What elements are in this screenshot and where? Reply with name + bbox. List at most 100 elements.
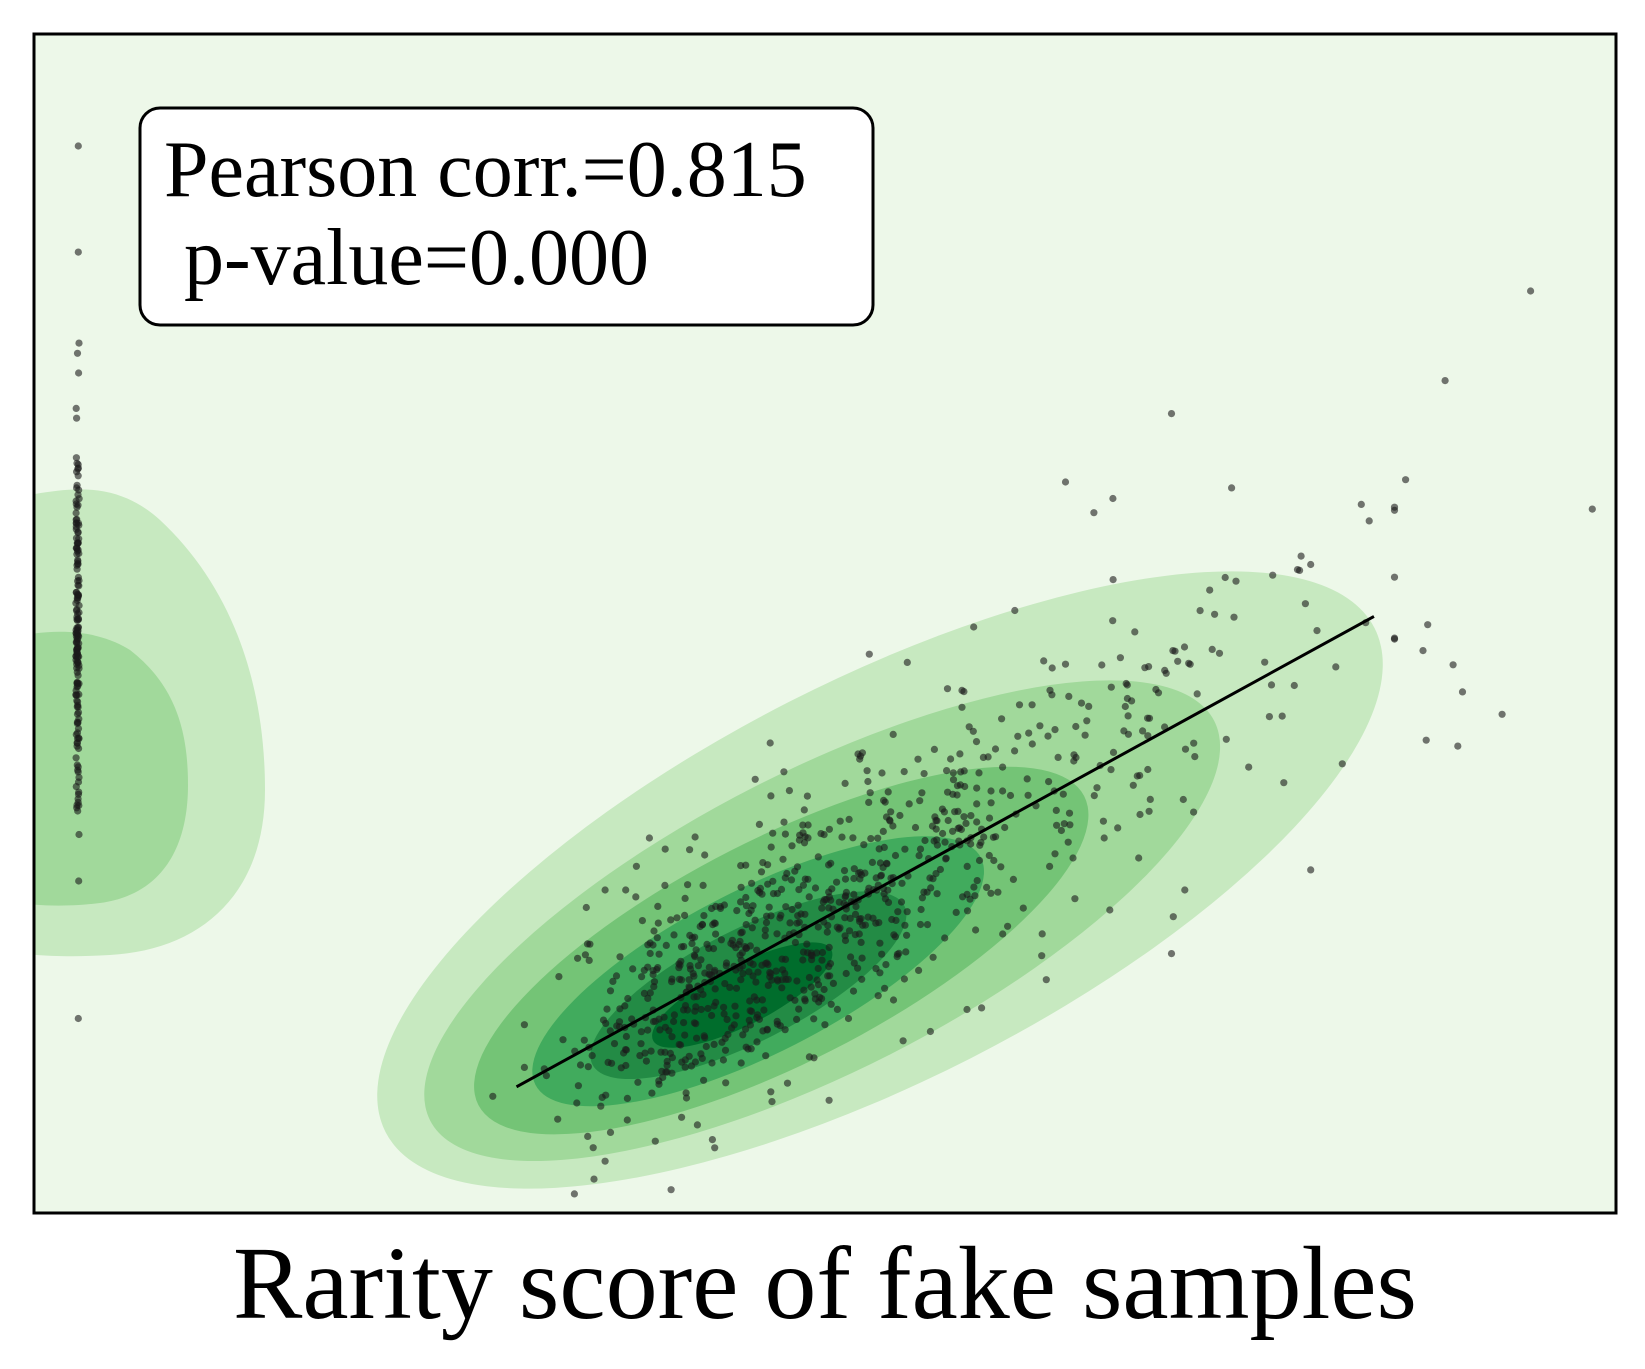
axes-frame	[32, 32, 1618, 1215]
scatter-point	[668, 975, 676, 983]
scatter-point	[762, 919, 771, 927]
scatter-point	[880, 843, 888, 852]
scatter-point	[923, 921, 932, 929]
scatter-point	[811, 995, 820, 1003]
scatter-point	[929, 953, 937, 961]
scatter-point	[835, 925, 843, 933]
scatter-point	[804, 821, 812, 829]
scatter-point	[962, 819, 970, 828]
scatter-point	[700, 912, 708, 920]
scatter-point	[73, 349, 82, 357]
scatter-point	[622, 1032, 631, 1041]
scatter-point	[826, 972, 834, 980]
scatter-point	[877, 871, 886, 879]
scatter-point	[736, 937, 744, 946]
scatter-point	[1090, 509, 1098, 517]
scatter-point	[1161, 666, 1169, 675]
scatter-point	[799, 948, 808, 956]
scatter-point	[601, 1157, 609, 1165]
scatter-point	[721, 1046, 730, 1054]
scatter-point	[708, 1059, 716, 1067]
scatter-point	[698, 920, 707, 929]
scatter-point	[849, 834, 857, 842]
scatter-point	[760, 1006, 768, 1014]
scatter-point	[949, 769, 957, 777]
scatter-point	[74, 766, 82, 774]
scatter-point	[811, 884, 820, 892]
scatter-point	[72, 509, 80, 517]
scatter-point	[621, 1046, 630, 1054]
scatter-point	[900, 768, 908, 776]
scatter-point	[1006, 791, 1015, 800]
scatter-point	[764, 981, 772, 990]
scatter-point	[1221, 573, 1229, 582]
scatter-point	[710, 919, 718, 927]
stats-annotation-box	[138, 106, 875, 327]
scatter-point	[959, 893, 967, 901]
scatter-point	[897, 898, 906, 906]
scatter-point	[781, 969, 789, 978]
scatter-point	[644, 994, 652, 1003]
scatter-point	[784, 975, 792, 984]
scatter-point	[801, 875, 809, 883]
scatter-point	[1109, 617, 1117, 625]
scatter-point	[520, 1021, 529, 1029]
scatter-point	[1171, 647, 1179, 655]
scatter-point	[720, 1010, 728, 1018]
scatter-point	[738, 928, 746, 936]
scatter-point	[898, 879, 906, 887]
scatter-point	[659, 1073, 667, 1081]
scatter-point	[868, 858, 877, 867]
scatter-point	[949, 776, 958, 784]
scatter-point	[918, 894, 927, 902]
scatter-point	[717, 936, 726, 944]
scatter-point	[763, 1025, 771, 1033]
scatter-point	[675, 1040, 683, 1049]
scatter-point	[933, 841, 942, 849]
scatter-point	[1046, 862, 1054, 871]
scatter-point	[892, 916, 900, 925]
scatter-point	[653, 934, 661, 942]
scatter-point	[825, 963, 833, 971]
scatter-point	[972, 738, 981, 746]
scatter-point	[757, 868, 766, 876]
scatter-point	[936, 865, 945, 874]
scatter-point	[833, 1005, 842, 1014]
scatter-point	[642, 1057, 651, 1065]
scatter-point	[928, 822, 937, 830]
scatter-point	[751, 916, 759, 924]
scatter-point	[655, 950, 663, 958]
scatter-point	[861, 869, 869, 877]
scatter-point	[799, 956, 807, 964]
scatter-point	[987, 889, 995, 897]
scatter-point	[1061, 478, 1070, 486]
scatter-point	[841, 779, 849, 788]
scatter-point	[778, 976, 786, 984]
scatter-point	[742, 921, 750, 929]
scatter-point	[952, 908, 960, 917]
scatter-point	[72, 404, 80, 412]
scatter-point	[747, 906, 755, 914]
scatter-point	[1038, 952, 1046, 960]
scatter-point	[73, 481, 81, 489]
scatter-point	[745, 1016, 753, 1024]
scatter-point	[73, 658, 81, 666]
scatter-point	[1046, 686, 1054, 694]
scatter-point	[1190, 808, 1198, 816]
scatter-point	[791, 938, 800, 947]
scatter-point	[1267, 681, 1276, 689]
scatter-point	[702, 1042, 710, 1051]
scatter-point	[999, 787, 1007, 795]
scatter-point	[581, 951, 590, 959]
scatter-point	[1280, 779, 1288, 787]
scatter-point	[791, 867, 799, 875]
scatter-point	[916, 845, 925, 853]
scatter-point	[963, 1005, 971, 1014]
pearson-text: Pearson corr.=0.815	[164, 126, 807, 214]
scatter-point	[976, 841, 984, 849]
scatter-point	[867, 835, 875, 843]
scatter-point	[1297, 552, 1305, 560]
scatter-point	[768, 1098, 776, 1106]
scatter-point	[781, 1026, 789, 1034]
scatter-point	[761, 932, 769, 940]
